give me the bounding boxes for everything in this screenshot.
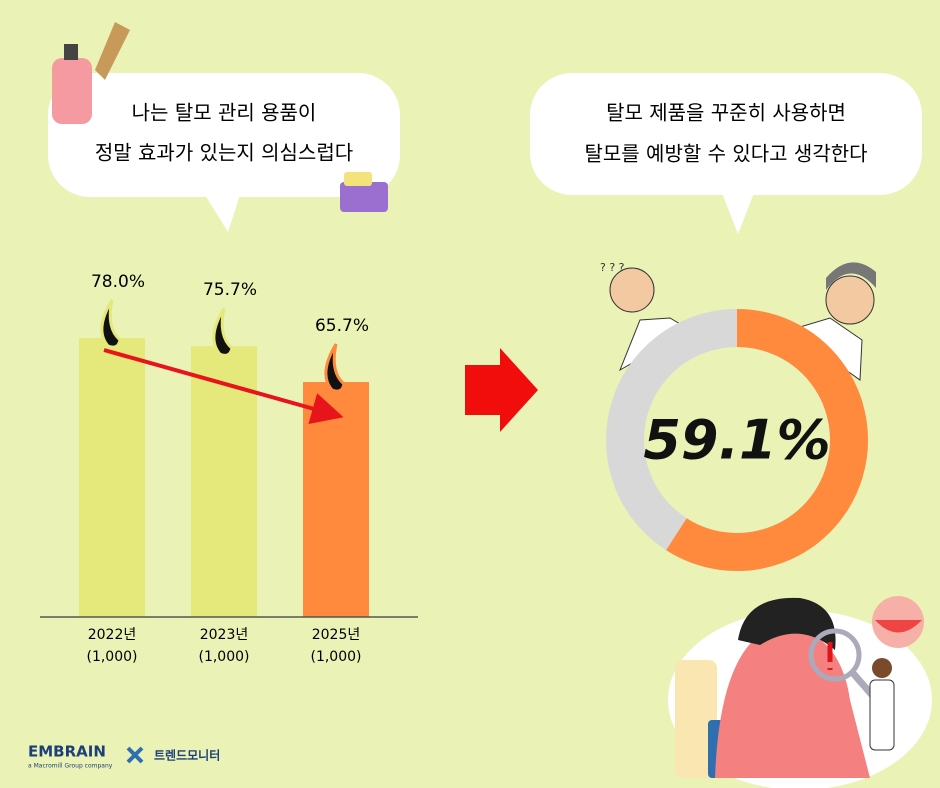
sample-size-label: (1,000) bbox=[310, 649, 361, 665]
sample-size-label: (1,000) bbox=[86, 649, 137, 665]
bubble-text: 탈모를 예방할 수 있다고 생각한다 bbox=[584, 142, 867, 166]
bubble-text: 나는 탈모 관리 용품이 bbox=[132, 101, 317, 125]
category-label: 2022년 bbox=[88, 627, 137, 643]
shampoo-icon bbox=[52, 22, 130, 124]
value-label: 75.7% bbox=[203, 280, 257, 300]
speech-bubble bbox=[48, 73, 400, 232]
transition-arrow bbox=[465, 348, 538, 432]
hair-drop-icon bbox=[100, 299, 122, 349]
hair-drop-icon bbox=[212, 307, 234, 357]
trend-arrow bbox=[103, 348, 344, 424]
sample-size-label: (1,000) bbox=[198, 649, 249, 665]
bubble-text: 정말 효과가 있는지 의심스럽다 bbox=[95, 141, 353, 165]
partner-logo: 트렌드모니터 bbox=[154, 748, 220, 763]
speech-bubble bbox=[530, 73, 922, 234]
brand-logo: EMBRAIN bbox=[28, 743, 106, 761]
hair-drop-icon bbox=[324, 343, 346, 393]
bar bbox=[191, 346, 257, 617]
donut-segment bbox=[666, 309, 868, 571]
category-label: 2025년 bbox=[312, 627, 361, 643]
gel-icon bbox=[340, 172, 388, 212]
value-label: 65.7% bbox=[315, 316, 369, 336]
brand-sub: a Macromill Group company bbox=[28, 763, 113, 770]
bar bbox=[303, 381, 369, 617]
partner-logo-icon bbox=[126, 746, 144, 764]
value-label: 78.0% bbox=[91, 272, 145, 292]
bubble-text: 탈모 제품을 꾸준히 사용하면 bbox=[606, 101, 846, 125]
doctor-illustration bbox=[668, 596, 932, 788]
svg-text:? ? ?: ? ? ? bbox=[600, 261, 625, 274]
category-label: 2023년 bbox=[200, 627, 249, 643]
donut-value-label: 59.1% bbox=[643, 409, 830, 472]
bar bbox=[79, 338, 145, 617]
